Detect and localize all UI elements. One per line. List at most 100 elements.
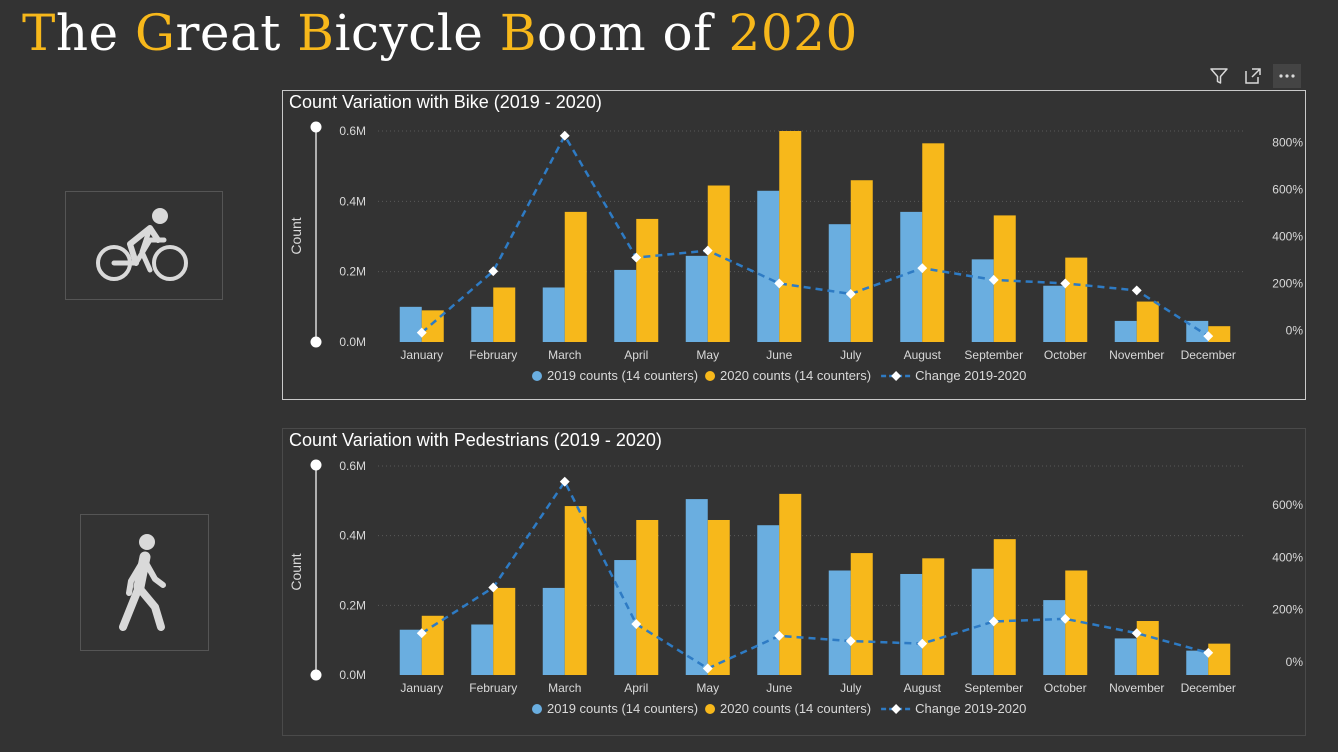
change-marker xyxy=(917,638,928,649)
bar-2020 xyxy=(1065,257,1088,342)
bar-2020 xyxy=(850,180,873,342)
title-part: T xyxy=(22,4,56,62)
chart-title: Count Variation with Bike (2019 - 2020) xyxy=(289,92,602,112)
title-part: reat xyxy=(175,4,298,62)
bar-2019 xyxy=(1186,650,1209,675)
change-marker xyxy=(1060,613,1071,624)
change-marker xyxy=(631,252,642,263)
bike-chart[interactable]: Count Variation with Bike (2019 - 2020) … xyxy=(282,90,1306,400)
bar-2019 xyxy=(685,499,708,675)
bar-2019 xyxy=(1043,285,1066,342)
bar-2019 xyxy=(542,287,565,342)
bar-2019 xyxy=(1043,600,1066,675)
change-marker xyxy=(1203,331,1214,342)
change-line xyxy=(420,133,1209,338)
title-part: oom of xyxy=(537,4,729,62)
pedestrian-chart[interactable]: Count Variation with Pedestrians (2019 -… xyxy=(282,428,1306,736)
change-marker xyxy=(631,619,642,630)
y2-tick-label: 600% xyxy=(1272,183,1303,197)
legend-swatch-2020 xyxy=(705,704,716,714)
x-tick-label: August xyxy=(904,348,942,362)
change-marker xyxy=(1131,285,1142,296)
y-tick-label: 0.0M xyxy=(339,668,366,682)
change-marker xyxy=(1060,278,1071,289)
bar-2020 xyxy=(993,539,1016,675)
filter-icon[interactable] xyxy=(1205,64,1233,88)
y2-tick-label: 600% xyxy=(1272,498,1303,512)
legend-swatch-2019 xyxy=(532,704,542,714)
more-options-icon[interactable] xyxy=(1273,64,1301,88)
bar-2020 xyxy=(421,615,444,675)
bar-2020 xyxy=(707,519,730,675)
bar-2020 xyxy=(850,553,873,675)
x-tick-label: August xyxy=(904,681,942,695)
bar-2020 xyxy=(779,131,802,342)
page-title: The Great Bicycle Boom of 2020 xyxy=(22,4,858,62)
bar-2020 xyxy=(1208,326,1231,342)
change-marker xyxy=(988,274,999,285)
bar-2019 xyxy=(399,629,422,675)
visual-toolbar xyxy=(1205,64,1301,88)
bar-2020 xyxy=(636,519,659,675)
x-tick-label: January xyxy=(400,681,443,695)
legend-marker-change xyxy=(891,371,902,381)
legend-label: Change 2019-2020 xyxy=(915,701,1026,716)
zoom-slider-handle-bottom xyxy=(310,669,322,681)
pedestrian-chart-plot: Count 0.0M 0.2M 0.4M 0.6M 0% 200% 400% 600% Janua… xyxy=(288,459,1303,716)
legend-label: 2020 counts (14 counters) xyxy=(720,701,871,716)
x-tick-label: December xyxy=(1181,681,1236,695)
bar-2019 xyxy=(828,570,851,675)
x-tick-label: March xyxy=(548,348,581,362)
bar-2019 xyxy=(1186,320,1209,342)
x-tick-label: September xyxy=(964,348,1023,362)
bar-2019 xyxy=(542,587,565,675)
title-part: icycle xyxy=(334,4,500,62)
bar-2019 xyxy=(685,255,708,342)
y2-tick-label: 200% xyxy=(1272,603,1303,617)
bar-2019 xyxy=(399,306,422,342)
y2-tick-label: 400% xyxy=(1272,230,1303,244)
bar-2020 xyxy=(922,558,945,675)
focus-mode-icon[interactable] xyxy=(1239,64,1267,88)
y2-tick-label: 800% xyxy=(1272,136,1303,150)
change-marker xyxy=(917,263,928,274)
y2-tick-label: 0% xyxy=(1286,323,1304,337)
y-tick-label: 0.2M xyxy=(339,265,366,279)
x-tick-label: April xyxy=(624,681,648,695)
legend-swatch-2019 xyxy=(532,371,542,381)
bar-2019 xyxy=(828,224,851,342)
change-marker xyxy=(559,130,570,141)
change-marker xyxy=(845,288,856,299)
pedestrian-icon xyxy=(118,533,166,631)
bar-2020 xyxy=(1136,621,1159,675)
legend-marker-change xyxy=(891,704,902,714)
bar-2019 xyxy=(900,573,923,675)
y-tick-label: 0.4M xyxy=(339,194,366,208)
y-tick-label: 0.2M xyxy=(339,598,366,612)
bar-2019 xyxy=(614,560,637,675)
bar-2019 xyxy=(614,269,637,342)
y-tick-label: 0.6M xyxy=(339,459,366,473)
x-tick-label: November xyxy=(1109,681,1164,695)
x-tick-label: March xyxy=(548,681,581,695)
bar-2020 xyxy=(779,493,802,675)
bar-2020 xyxy=(922,143,945,342)
legend-label: 2019 counts (14 counters) xyxy=(547,701,698,716)
y-tick-label: 0.4M xyxy=(339,529,366,543)
change-marker xyxy=(559,476,570,487)
bar-2019 xyxy=(1114,638,1137,675)
y-axis-label: Count xyxy=(288,217,304,254)
change-marker xyxy=(845,636,856,646)
bar-2019 xyxy=(757,525,780,675)
change-marker xyxy=(774,278,785,289)
bar-2019 xyxy=(1114,320,1137,342)
bar-2020 xyxy=(707,185,730,342)
bar-2020 xyxy=(1065,570,1088,675)
title-part: B xyxy=(499,4,538,62)
legend-swatch-2020 xyxy=(705,371,716,381)
legend-label: 2019 counts (14 counters) xyxy=(547,368,698,383)
bike-chart-plot: Count 0.0M 0.2M 0.4M 0.6M 0% 200% 400% 600% 800% J… xyxy=(288,121,1304,383)
x-tick-label: April xyxy=(624,348,648,362)
x-tick-label: December xyxy=(1181,348,1236,362)
bar-2020 xyxy=(421,310,444,342)
